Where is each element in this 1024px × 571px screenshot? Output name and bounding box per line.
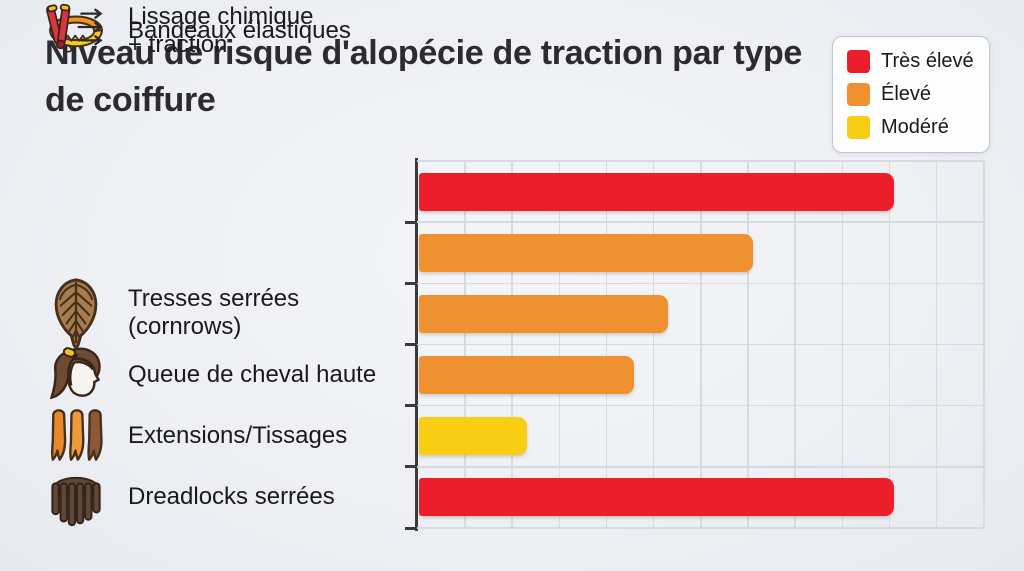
- y-axis-line: [415, 158, 418, 531]
- plot-area: [405, 158, 985, 531]
- risk-bar: [419, 417, 527, 456]
- legend-swatch-icon: [847, 83, 870, 106]
- risk-bar: [419, 172, 895, 211]
- horizontal-gridline: [417, 343, 983, 346]
- ponytail-icon: [44, 343, 108, 407]
- category-row-bandeaux: Bandeaux élastiques: [44, 0, 414, 61]
- risk-bar: [419, 478, 895, 517]
- legend-swatch-icon: [847, 50, 870, 73]
- horizontal-gridline: [417, 221, 983, 223]
- flat-iron-icon: [44, 0, 108, 63]
- category-label-line1: Lissage chimique: [128, 2, 314, 30]
- category-label-line1: Bandeaux élastiques: [128, 16, 351, 44]
- category-row-lissage: Lissage chimique + traction: [44, 0, 414, 61]
- category-row-queue-de-cheval: Queue de cheval haute: [44, 344, 414, 405]
- y-axis-tick: [405, 281, 416, 285]
- category-row-extensions: Extensions/Tissages: [44, 405, 414, 466]
- horizontal-gridline: [417, 160, 983, 162]
- horizontal-gridline: [417, 466, 983, 468]
- category-label: Bandeaux élastiques: [128, 17, 351, 45]
- category-label: Dreadlocks serrées: [128, 483, 335, 511]
- legend-label: Élevé: [881, 83, 932, 105]
- category-label-line1: Queue de cheval haute: [128, 360, 377, 388]
- legend-label: Modéré: [881, 116, 949, 138]
- dreadlocks-icon: [44, 465, 108, 529]
- legend-item: Modéré: [847, 116, 975, 139]
- category-label-line1: Dreadlocks serrées: [128, 482, 335, 510]
- risk-bar: [419, 233, 753, 272]
- horizontal-gridline: [417, 282, 983, 285]
- legend-item: Très élevé: [847, 50, 975, 73]
- y-axis-tick: [405, 220, 416, 224]
- chart-title: Niveau de risque d'alopécie de traction …: [45, 34, 803, 119]
- y-axis-tick: [405, 526, 416, 530]
- category-label: Lissage chimique + traction: [128, 3, 313, 59]
- y-axis-tick: [405, 404, 416, 408]
- braid-icon: [44, 277, 108, 348]
- traction-arrows-icon: [77, 8, 103, 45]
- horizontal-gridline: [417, 527, 983, 529]
- extensions-icon: [44, 404, 108, 468]
- legend-item: Élevé: [847, 83, 975, 106]
- category-label: Queue de cheval haute: [128, 361, 376, 389]
- risk-bar: [419, 294, 669, 333]
- category-row-dreadlocks: Dreadlocks serrées: [44, 466, 414, 527]
- y-axis-tick: [405, 343, 416, 346]
- category-label: Tresses serrées (cornrows): [128, 285, 299, 341]
- vertical-gridline: [983, 161, 985, 528]
- category-label-line2: (cornrows): [128, 312, 242, 340]
- legend-label: Très élevé: [881, 50, 974, 72]
- category-label-line2: + traction: [128, 30, 228, 58]
- y-axis-tick: [405, 465, 416, 469]
- legend-box: Très élevé Élevé Modéré: [832, 36, 990, 153]
- horizontal-gridline: [417, 404, 983, 407]
- category-label: Extensions/Tissages: [128, 422, 347, 450]
- legend-swatch-icon: [847, 116, 870, 139]
- category-label-line1: Tresses serrées: [128, 284, 300, 312]
- risk-bar: [419, 356, 635, 395]
- category-row-tresses: Tresses serrées (cornrows): [44, 277, 414, 348]
- category-label-line1: Extensions/Tissages: [128, 421, 348, 449]
